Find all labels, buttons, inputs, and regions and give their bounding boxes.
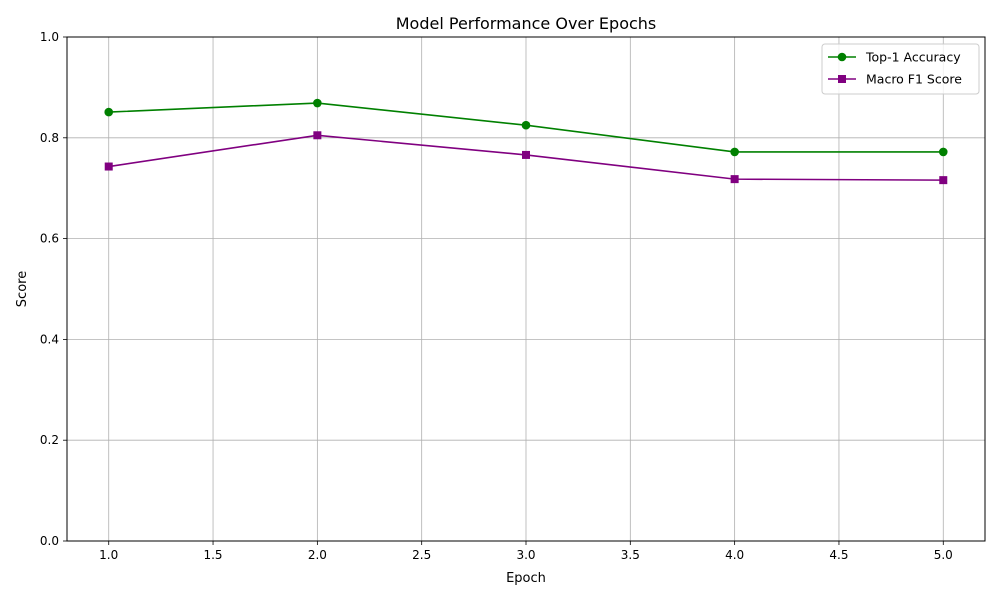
y-tick-label: 0.6	[40, 232, 59, 246]
legend-swatch-marker	[837, 52, 847, 62]
series-macro-f1	[104, 131, 948, 185]
y-tick-label: 1.0	[40, 30, 59, 44]
x-tick-label: 1.0	[99, 548, 118, 562]
data-point-macro-f1	[730, 175, 739, 184]
x-tick-label: 3.0	[516, 548, 535, 562]
legend: Top-1 Accuracy Macro F1 Score	[821, 43, 980, 95]
legend-label: Macro F1 Score	[866, 72, 962, 87]
legend-item-macro-f1: Macro F1 Score	[828, 72, 962, 87]
legend-label: Top-1 Accuracy	[865, 50, 961, 65]
x-tick-label: 5.0	[934, 548, 953, 562]
legend-item-top1-accuracy: Top-1 Accuracy	[828, 50, 961, 65]
chart-title: Model Performance Over Epochs	[396, 14, 657, 33]
grid-lines	[67, 36, 985, 542]
series-top1-accuracy	[104, 98, 948, 157]
x-tick-label: 1.5	[203, 548, 222, 562]
x-tick-label: 2.5	[412, 548, 431, 562]
x-tick-label: 3.5	[621, 548, 640, 562]
series-layer	[104, 98, 948, 185]
data-point-top1-accuracy	[730, 147, 739, 157]
data-point-top1-accuracy	[938, 147, 948, 157]
x-axis-label: Epoch	[506, 571, 546, 586]
data-point-top1-accuracy	[104, 107, 114, 117]
data-point-macro-f1	[104, 162, 113, 171]
y-tick-label: 0.8	[40, 131, 59, 145]
data-point-macro-f1	[522, 150, 530, 159]
data-point-top1-accuracy	[521, 120, 531, 130]
x-tick-label: 4.5	[829, 548, 848, 562]
data-point-top1-accuracy	[313, 98, 322, 108]
y-tick-label: 0.4	[40, 332, 59, 346]
legend-box	[821, 43, 980, 95]
axis-ticks: 1.0 1.5 2.0 2.5 3.0 3.5 4.0 4.5 5.0 0.0 0.2 0.4 0.6 0…	[40, 30, 953, 562]
x-tick-label: 4.0	[725, 548, 744, 562]
y-axis-label: Score	[15, 271, 30, 307]
legend-swatch-marker	[838, 75, 846, 83]
y-tick-label: 0.0	[40, 534, 59, 548]
y-tick-label: 0.2	[40, 433, 59, 447]
x-tick-label: 2.0	[308, 548, 327, 562]
data-point-macro-f1	[313, 131, 322, 140]
data-point-macro-f1	[939, 176, 948, 185]
